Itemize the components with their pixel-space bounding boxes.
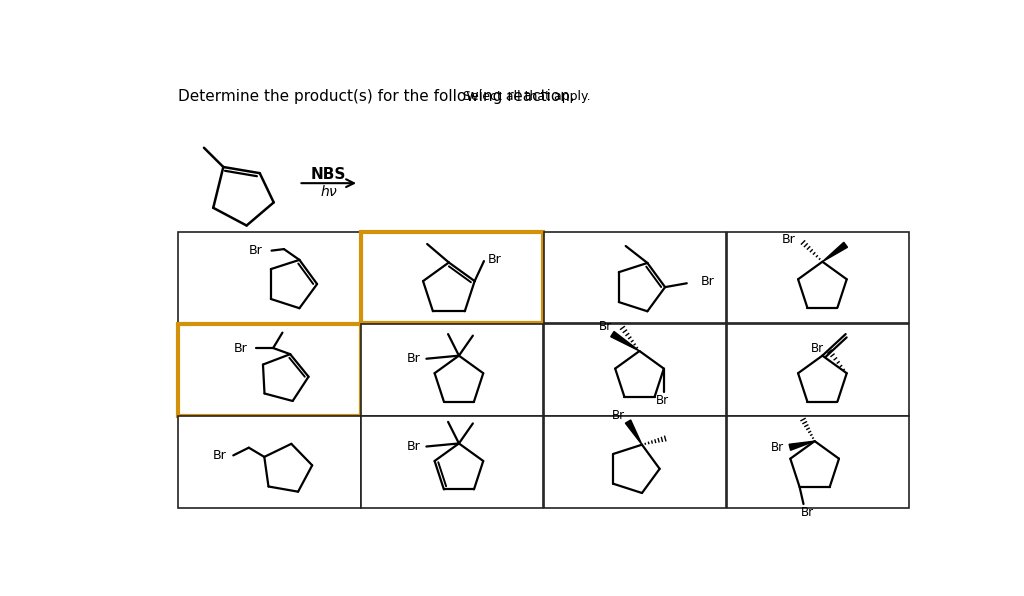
Text: Br: Br	[599, 320, 612, 333]
Bar	[178, 324, 360, 416]
Bar	[544, 417, 726, 508]
Text: Br: Br	[408, 352, 421, 365]
Text: Select all that apply.: Select all that apply.	[463, 91, 591, 104]
Bar	[727, 417, 909, 508]
Text: Br: Br	[811, 342, 824, 355]
Text: $h\nu$: $h\nu$	[319, 184, 338, 199]
Text: Br: Br	[782, 233, 796, 246]
Bar	[178, 232, 360, 323]
Text: Br: Br	[408, 440, 421, 453]
Text: Br: Br	[700, 275, 715, 288]
Text: Br: Br	[487, 253, 502, 266]
Text: Br: Br	[233, 342, 248, 355]
Text: Determine the product(s) for the following reaction.: Determine the product(s) for the followi…	[178, 89, 575, 104]
Polygon shape	[790, 441, 815, 450]
Bar	[361, 232, 544, 323]
Text: Br: Br	[212, 449, 226, 462]
Polygon shape	[626, 420, 642, 445]
Text: Br: Br	[249, 244, 263, 257]
Bar	[727, 324, 909, 416]
Text: Br: Br	[801, 506, 814, 519]
Text: Br: Br	[655, 395, 669, 408]
Text: Br: Br	[612, 409, 626, 422]
Bar	[178, 417, 360, 508]
Bar	[544, 232, 726, 323]
Bar	[361, 324, 544, 416]
Polygon shape	[610, 331, 640, 351]
Text: NBS: NBS	[311, 167, 346, 182]
Bar	[727, 232, 909, 323]
Text: Br: Br	[771, 441, 784, 454]
Polygon shape	[822, 243, 848, 262]
Bar	[361, 417, 544, 508]
Bar	[544, 324, 726, 416]
